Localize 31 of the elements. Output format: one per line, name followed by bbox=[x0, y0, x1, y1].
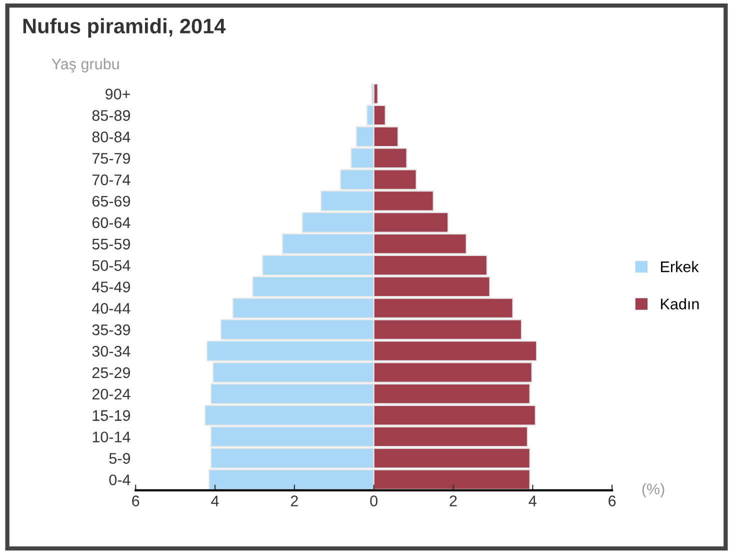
y-tick-label: 35-39 bbox=[92, 324, 130, 336]
y-tick-label: 10-14 bbox=[92, 432, 130, 442]
y-tick-label: 15-19 bbox=[92, 410, 130, 421]
y-tick-label: 30-34 bbox=[92, 346, 130, 357]
x-tick-label: 4 bbox=[211, 496, 219, 506]
legend-label: Kadın bbox=[661, 298, 699, 310]
y-tick-label: 90+ bbox=[106, 88, 130, 100]
legend-label: Erkek bbox=[661, 260, 699, 272]
y-tick-label: 85-89 bbox=[92, 110, 130, 121]
y-tick-label: 45-49 bbox=[92, 282, 130, 292]
x-tick-label: 2 bbox=[450, 496, 457, 506]
y-tick-label: 70-74 bbox=[92, 174, 130, 186]
y-tick-label: 65-69 bbox=[92, 196, 130, 207]
x-tick-label: 6 bbox=[132, 496, 140, 506]
y-tick-label: 55-59 bbox=[92, 238, 130, 250]
y-tick-label: 5-9 bbox=[109, 453, 130, 464]
y-tick-label: 40-44 bbox=[92, 302, 130, 314]
chart-title: Nufus piramidi, 2014 bbox=[23, 18, 226, 38]
y-axis-title: Yaş grubu bbox=[52, 58, 119, 72]
y-tick-label: 0-4 bbox=[109, 474, 130, 486]
x-tick-label: 4 bbox=[528, 496, 536, 506]
x-tick-label: 0 bbox=[370, 496, 378, 506]
y-tick-label: 25-29 bbox=[92, 367, 130, 378]
y-tick-label: 75-79 bbox=[92, 152, 130, 164]
y-tick-label: 50-54 bbox=[92, 260, 130, 271]
text: (%) bbox=[642, 483, 664, 498]
x-tick-label: 2 bbox=[290, 496, 298, 506]
y-tick-label: 80-84 bbox=[92, 132, 130, 142]
x-tick-label: 6 bbox=[608, 496, 616, 506]
y-tick-label: 20-24 bbox=[92, 388, 130, 400]
y-tick-label: 60-64 bbox=[92, 217, 130, 228]
